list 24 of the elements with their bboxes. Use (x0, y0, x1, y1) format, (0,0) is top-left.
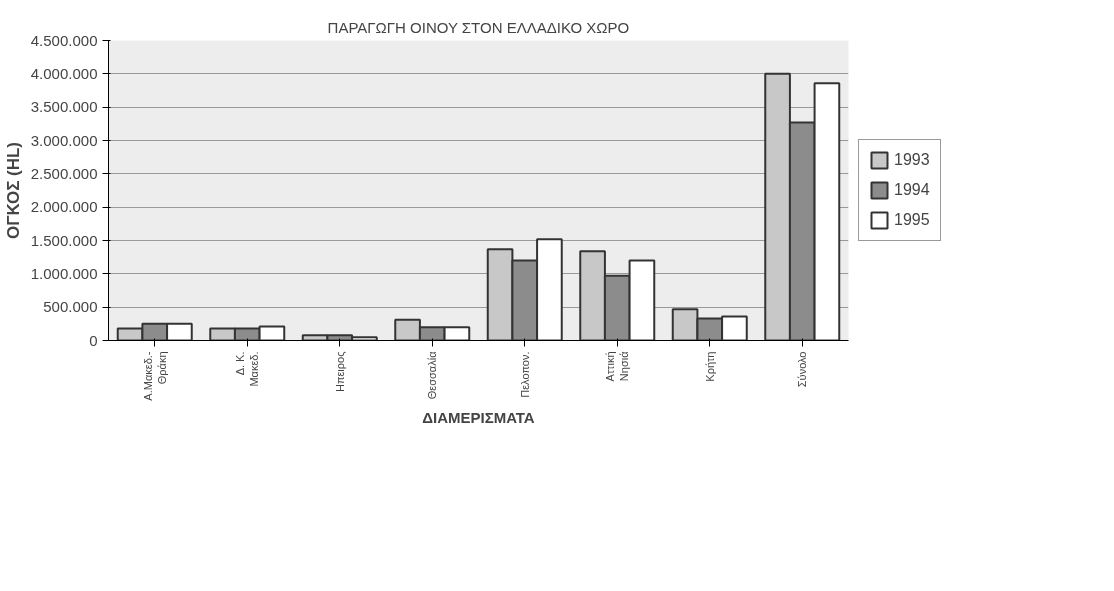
legend-label: 1994 (894, 181, 930, 199)
y-tick-label: 3.500.000 (30, 98, 98, 116)
y-tick-label: 2.500.000 (30, 164, 98, 182)
y-tick-label: 3.000.000 (30, 131, 98, 149)
x-tick-label: Σύνολο (796, 351, 809, 388)
y-tick-label: 500.000 (43, 298, 98, 316)
x-tick-label: Ηπειρος (333, 351, 346, 393)
y-tick-label: 4.500.000 (30, 31, 98, 49)
y-axis-title: ΟΓΚΟΣ (HL) (3, 141, 23, 240)
x-tick-label: Αττική Νησιά (604, 350, 631, 382)
y-tick-label: 1.500.000 (30, 231, 98, 249)
chart-title: ΠΑΡΑΓΩΓΗ ΟΙΝΟΥ ΣΤΟΝ ΕΛΛΑΔΙΚΟ ΧΩΡΟ (327, 18, 630, 36)
y-tick-label: 4.000.000 (30, 64, 98, 82)
y-tick-label: 2.000.000 (30, 198, 98, 216)
x-tick-label: Πελοπον. (518, 351, 531, 398)
y-tick-label: 0 (89, 331, 98, 349)
legend-label: 1993 (894, 151, 930, 169)
x-tick-label: Δ. Κ. Μακεδ. (234, 351, 261, 387)
legend-label: 1995 (894, 211, 930, 229)
x-tick-label: Κρήτη (703, 351, 716, 382)
y-tick-label: 1.000.000 (30, 264, 98, 282)
x-tick-label: Θεσσαλία (426, 350, 439, 400)
x-axis-title: ΔΙΑΜΕΡΙΣΜΑΤΑ (422, 408, 535, 426)
x-tick-label: Α.Μακεδ.- Θράκη (141, 351, 168, 401)
